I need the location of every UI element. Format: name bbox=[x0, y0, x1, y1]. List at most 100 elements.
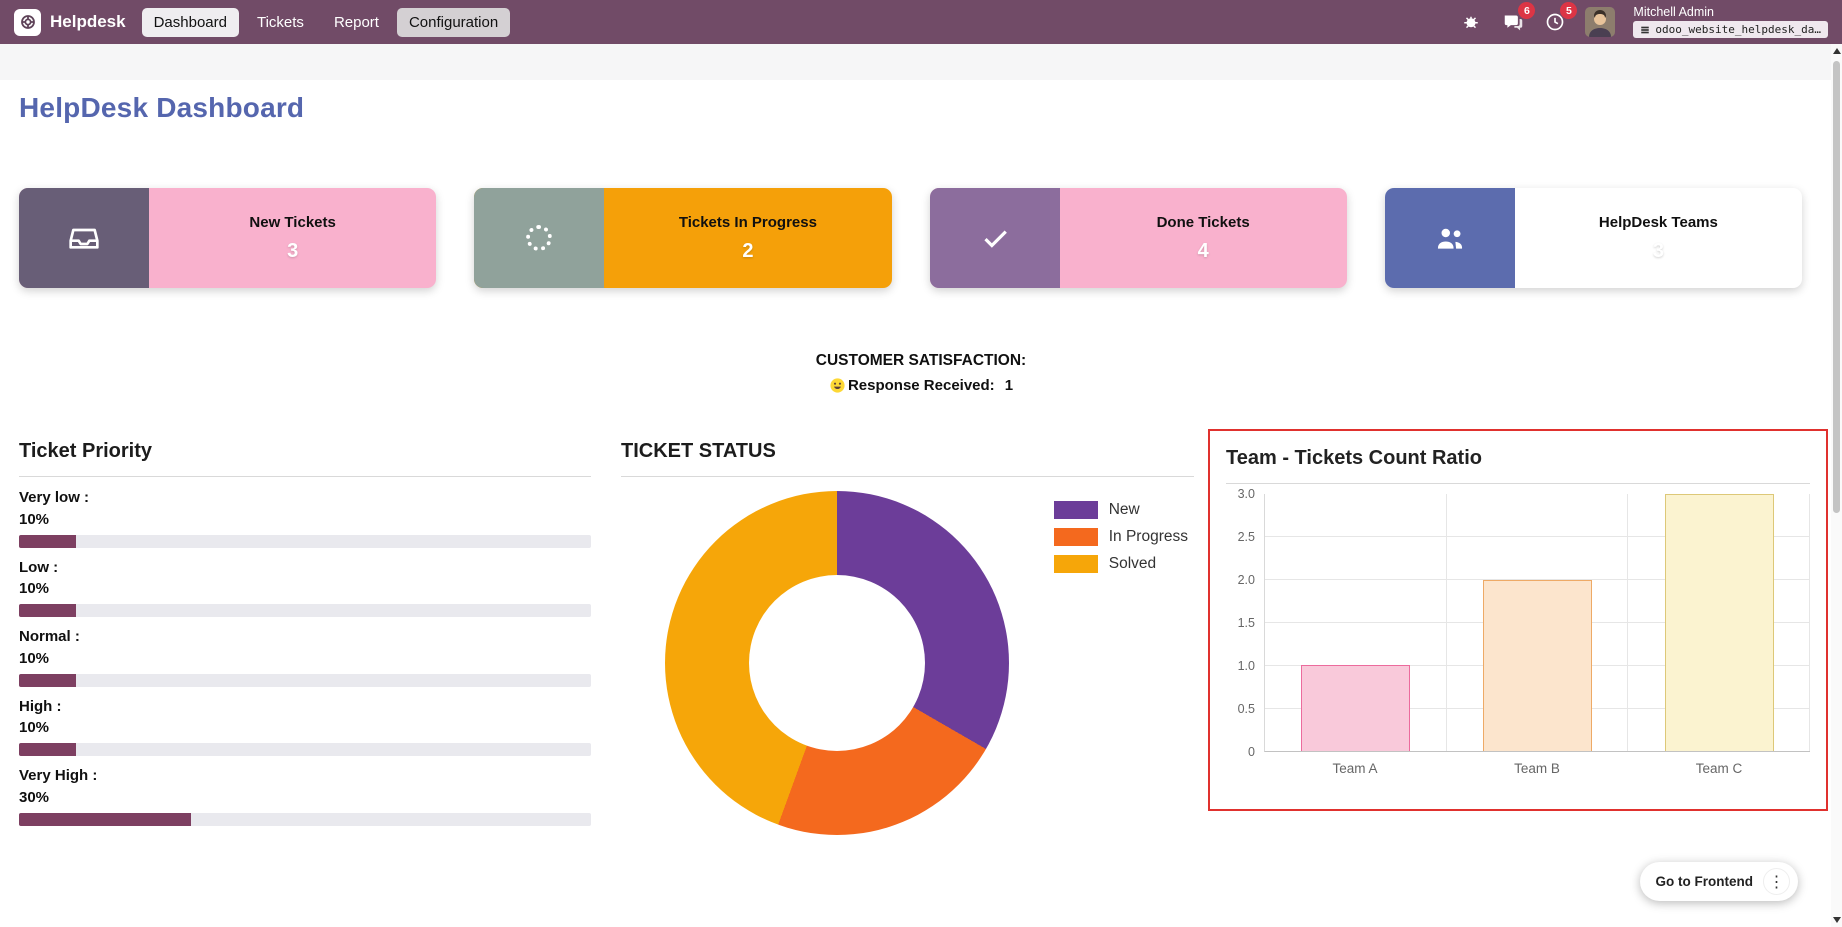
activities-clock-icon[interactable]: 5 bbox=[1543, 2, 1578, 34]
frontend-actions: Go to Frontend ⋮ bbox=[1639, 862, 1798, 901]
kpi-value: 3 bbox=[1652, 239, 1664, 262]
kpi-label: Done Tickets bbox=[1156, 213, 1250, 231]
x-tick-label: Team A bbox=[1332, 761, 1378, 776]
legend-swatch bbox=[1053, 528, 1098, 546]
kpi-value: 2 bbox=[742, 239, 754, 262]
ticket-status-section: TICKET STATUS New In Progress Solved bbox=[621, 429, 1194, 835]
legend-item-solved[interactable]: Solved bbox=[1053, 555, 1188, 573]
activities-badge: 5 bbox=[1560, 2, 1578, 19]
priority-item: Low : 10% bbox=[19, 557, 591, 617]
priority-label: Normal : bbox=[19, 628, 80, 645]
priority-bar-fill bbox=[19, 673, 77, 687]
priority-bar-track bbox=[19, 604, 591, 617]
kpi-card-helpdesk-teams[interactable]: HelpDesk Teams 3 bbox=[1384, 188, 1802, 288]
donut-hole bbox=[749, 575, 925, 751]
database-pill: odoo_website_helpdesk_da… bbox=[1633, 21, 1828, 39]
team-tickets-ratio-card: Team - Tickets Count Ratio 3.0 2.5 2.0 1.5 1… bbox=[1208, 429, 1828, 811]
legend-item-in-progress[interactable]: In Progress bbox=[1053, 528, 1188, 546]
gridlines bbox=[1265, 494, 1811, 751]
gridline-column bbox=[1265, 494, 1447, 751]
priority-percent: 10% bbox=[19, 649, 50, 667]
kpi-body: Done Tickets 4 bbox=[1060, 188, 1347, 288]
satisfaction-line: Response Received: 1 bbox=[0, 377, 1842, 394]
priority-bar-fill bbox=[19, 534, 77, 548]
priority-item: Very low : 10% bbox=[19, 487, 591, 548]
kpi-body: HelpDesk Teams 3 bbox=[1515, 188, 1802, 288]
menu-item-dashboard[interactable]: Dashboard bbox=[141, 7, 239, 37]
priority-list: Very low : 10% Low : 10% Normal : 10% Hi… bbox=[19, 487, 591, 826]
priority-label: High : bbox=[19, 697, 62, 715]
scroll-up-arrow[interactable] bbox=[1831, 44, 1842, 58]
divider bbox=[19, 476, 591, 477]
user-name: Mitchell Admin bbox=[1633, 4, 1715, 19]
bar-team-a[interactable] bbox=[1301, 665, 1411, 751]
smiley-icon bbox=[830, 378, 845, 393]
bar-cell bbox=[1265, 494, 1447, 751]
inbox-icon bbox=[19, 188, 149, 288]
messages-badge: 6 bbox=[1518, 2, 1536, 19]
priority-label: Very low : bbox=[19, 489, 90, 506]
legend-label: New bbox=[1108, 501, 1140, 518]
kpi-cards-row: New Tickets 3 Tickets In Progress 2 Done… bbox=[19, 188, 1802, 288]
team-chart-title: Team - Tickets Count Ratio bbox=[1226, 447, 1482, 469]
bar-team-c[interactable] bbox=[1664, 494, 1774, 751]
legend-swatch bbox=[1053, 555, 1098, 573]
menu-item-report[interactable]: Report bbox=[333, 13, 379, 31]
ticket-priority-title: Ticket Priority bbox=[19, 440, 153, 462]
scrollbar-track[interactable] bbox=[1831, 58, 1842, 913]
database-icon bbox=[1641, 26, 1650, 34]
menu-item-tickets[interactable]: Tickets bbox=[256, 13, 304, 31]
legend-item-new[interactable]: New bbox=[1053, 501, 1188, 519]
priority-bar-fill bbox=[19, 812, 191, 826]
y-tick-label: 1.0 bbox=[1237, 659, 1255, 673]
spinner-icon bbox=[474, 188, 605, 288]
kebab-menu-icon[interactable]: ⋮ bbox=[1763, 868, 1790, 895]
kpi-card-done-tickets[interactable]: Done Tickets 4 bbox=[929, 188, 1347, 288]
y-tick-label: 0 bbox=[1248, 745, 1255, 759]
kpi-value: 3 bbox=[287, 239, 299, 262]
scrollbar-thumb[interactable] bbox=[1833, 61, 1840, 513]
user-menu[interactable]: Mitchell Admin odoo_website_helpdesk_da… bbox=[1633, 6, 1828, 39]
kpi-card-new-tickets[interactable]: New Tickets 3 bbox=[19, 188, 437, 288]
bar-team-b[interactable] bbox=[1483, 579, 1592, 751]
go-to-frontend-button[interactable]: Go to Frontend bbox=[1655, 874, 1753, 889]
team-bar-chart: 3.0 2.5 2.0 1.5 1.0 0.5 0 bbox=[1226, 487, 1811, 759]
systray: 6 5 Mitchell Admin bbox=[1459, 2, 1828, 39]
kpi-body: New Tickets 3 bbox=[149, 188, 436, 288]
app-switcher[interactable]: Helpdesk bbox=[14, 8, 126, 36]
vertical-scrollbar bbox=[1831, 44, 1842, 927]
y-tick-label: 0.5 bbox=[1237, 702, 1255, 716]
bar-cell bbox=[1628, 494, 1810, 751]
kpi-label: HelpDesk Teams bbox=[1598, 213, 1718, 231]
check-icon bbox=[929, 188, 1060, 288]
top-navbar: Helpdesk Dashboard Tickets Report Config… bbox=[0, 0, 1842, 44]
priority-item: Normal : 10% bbox=[19, 626, 591, 687]
divider bbox=[1226, 483, 1810, 484]
legend-label: Solved bbox=[1108, 555, 1157, 572]
bars-layer bbox=[1265, 494, 1810, 751]
kpi-card-tickets-in-progress[interactable]: Tickets In Progress 2 bbox=[474, 188, 892, 288]
user-avatar[interactable] bbox=[1585, 7, 1616, 37]
users-icon bbox=[1384, 188, 1515, 288]
legend-label: In Progress bbox=[1108, 528, 1188, 545]
priority-bar-track bbox=[19, 812, 591, 826]
priority-percent: 10% bbox=[19, 580, 50, 598]
satisfaction-label: Response Received: bbox=[847, 377, 995, 394]
y-tick-label: 2.0 bbox=[1237, 573, 1255, 587]
page-title: HelpDesk Dashboard bbox=[19, 92, 305, 123]
satisfaction-title: CUSTOMER SATISFACTION: bbox=[815, 352, 1027, 369]
kpi-label: New Tickets bbox=[249, 213, 336, 231]
priority-label: Low : bbox=[19, 558, 59, 576]
y-tick-label: 3.0 bbox=[1237, 487, 1255, 501]
priority-bar-track bbox=[19, 673, 591, 687]
ticket-status-donut[interactable] bbox=[665, 491, 1009, 835]
priority-item: Very High : 30% bbox=[19, 765, 591, 826]
menu-item-configuration[interactable]: Configuration bbox=[396, 7, 511, 37]
team-chart-x-axis: Team A Team B Team C bbox=[1264, 761, 1810, 776]
charts-row: Ticket Priority Very low : 10% Low : 10%… bbox=[19, 429, 1828, 835]
priority-percent: 30% bbox=[19, 788, 50, 806]
debug-bug-icon[interactable] bbox=[1459, 10, 1483, 34]
scroll-down-arrow[interactable] bbox=[1831, 913, 1842, 927]
brand-name: Helpdesk bbox=[50, 12, 126, 31]
messages-icon[interactable]: 6 bbox=[1501, 2, 1536, 34]
